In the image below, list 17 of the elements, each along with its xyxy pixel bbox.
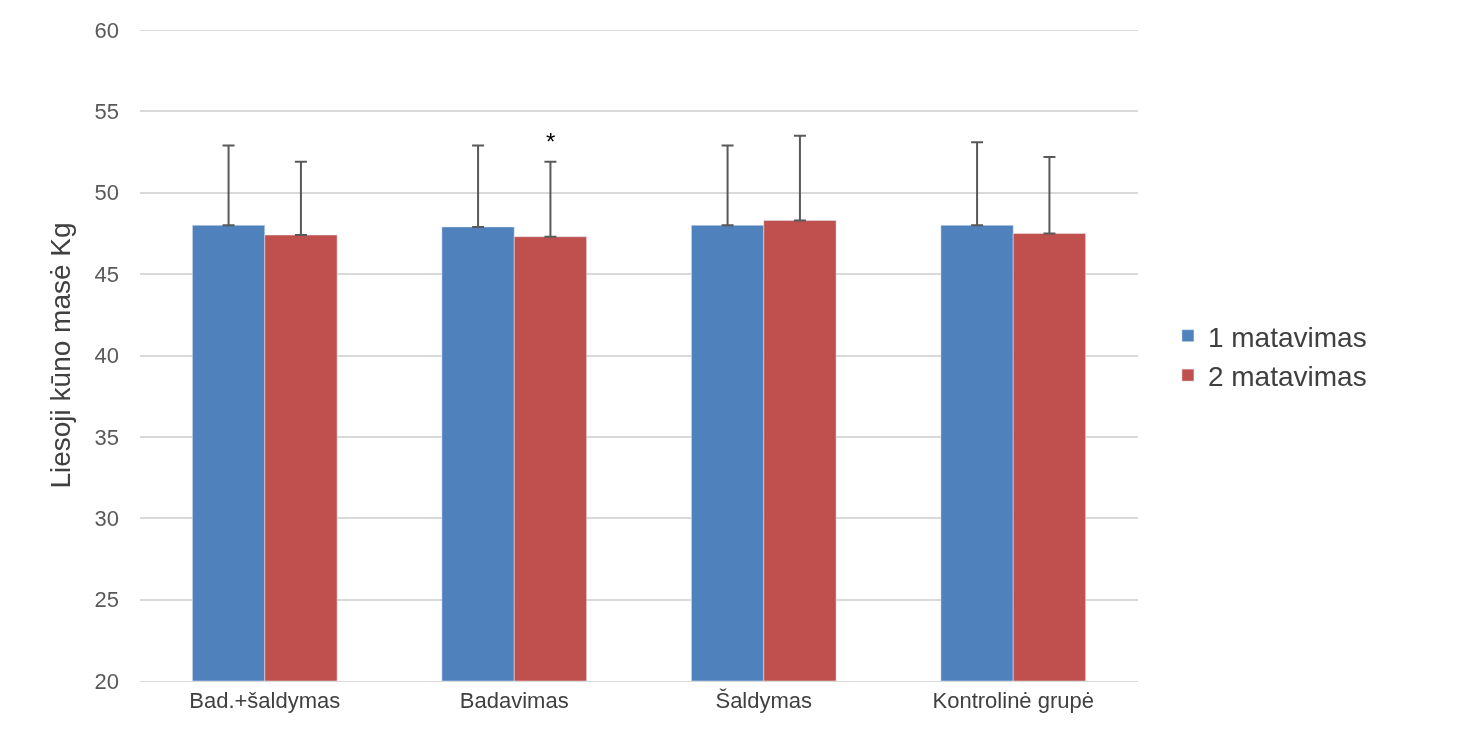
y-tick-label: 30 — [94, 505, 119, 531]
legend-label: 1 matavimas — [1207, 321, 1367, 353]
annotation: * — [546, 128, 556, 155]
x-tick-label: Badavimas — [459, 688, 569, 714]
y-tick-label: 55 — [94, 99, 119, 125]
x-tick-label: Bad.+šaldymas — [189, 688, 341, 714]
y-tick-label: 35 — [94, 424, 119, 450]
y-axis-title: Liesoji kūno masė Kg — [45, 222, 77, 489]
y-tick-label: 20 — [94, 668, 119, 694]
y-tick-label: 60 — [94, 17, 119, 43]
legend-label: 2 matavimas — [1207, 361, 1367, 393]
y-tick-label: 50 — [94, 180, 119, 206]
x-tick-label: Šaldymas — [715, 688, 813, 714]
x-tick-label: Kontrolinė grupė — [932, 688, 1094, 714]
y-tick-label: 45 — [94, 261, 119, 287]
y-tick-label: 25 — [94, 587, 119, 613]
y-tick-label: 40 — [94, 343, 119, 369]
